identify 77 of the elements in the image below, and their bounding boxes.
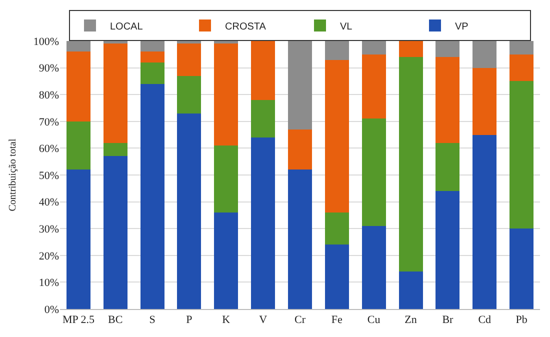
bar — [288, 129, 312, 170]
bar — [362, 226, 386, 309]
x-tick-label: S — [149, 314, 156, 326]
bar — [177, 41, 202, 44]
bar — [472, 68, 497, 135]
legend-label: CROSTA — [225, 21, 266, 32]
y-tick-label: 0% — [44, 304, 59, 316]
bar — [436, 142, 460, 192]
bar — [214, 212, 238, 309]
bar — [510, 228, 534, 309]
bar — [251, 41, 276, 100]
bar — [177, 76, 202, 114]
y-tick-label: 10% — [38, 277, 59, 290]
bar — [103, 41, 128, 44]
bar — [214, 146, 238, 213]
x-tick-label: MP 2.5 — [62, 314, 95, 326]
bar — [436, 191, 460, 309]
x-tick-label: Cu — [367, 314, 381, 326]
bar — [140, 84, 164, 309]
bar — [140, 41, 164, 52]
x-tick-label: Br — [442, 314, 454, 326]
bar — [66, 170, 90, 309]
bar — [288, 170, 312, 309]
x-tick-label: Fe — [331, 314, 343, 326]
bar — [362, 41, 386, 54]
bar — [398, 271, 423, 309]
bar — [251, 100, 276, 138]
bar — [177, 44, 202, 76]
y-tick-label: 100% — [33, 36, 59, 48]
x-tick-label: V — [259, 314, 268, 326]
bar — [140, 62, 164, 84]
bar — [103, 156, 128, 309]
bar — [398, 57, 423, 272]
bar — [103, 142, 128, 156]
bar — [362, 118, 386, 226]
legend-label: VP — [455, 21, 469, 32]
bar — [324, 244, 349, 309]
y-axis-title: Contribuição total — [7, 138, 18, 212]
x-tick-label: Pb — [516, 314, 528, 326]
bar — [324, 60, 349, 213]
bar — [436, 41, 460, 58]
bar — [472, 134, 497, 309]
bar — [398, 41, 423, 58]
y-tick-label: 30% — [38, 223, 59, 236]
x-tick-label: BC — [108, 314, 123, 326]
y-tick-label: 60% — [38, 143, 59, 156]
bar — [66, 121, 90, 170]
bar — [472, 41, 497, 68]
legend-label: LOCAL — [110, 21, 144, 32]
bar — [510, 54, 534, 82]
bar — [66, 52, 90, 122]
y-tick-label: 80% — [38, 89, 59, 102]
bar — [436, 57, 460, 143]
y-tick-label: 90% — [38, 62, 59, 75]
x-tick-label: Zn — [404, 314, 418, 326]
bar — [324, 212, 349, 245]
x-tick-label: P — [186, 314, 192, 326]
bar — [214, 41, 238, 44]
bar — [214, 44, 238, 146]
bar — [510, 41, 534, 54]
bar — [177, 113, 202, 309]
bar — [324, 41, 349, 60]
bar — [66, 41, 90, 52]
x-tick-label: K — [222, 314, 230, 326]
bar — [288, 41, 312, 130]
x-tick-label: Cr — [294, 314, 306, 326]
bar — [362, 54, 386, 119]
y-tick-label: 50% — [38, 170, 59, 182]
bar — [103, 44, 128, 143]
legend-label: VL — [340, 21, 353, 32]
y-tick-label: 40% — [38, 196, 59, 209]
bar — [140, 52, 164, 62]
bar — [510, 81, 534, 229]
y-tick-label: 20% — [38, 250, 59, 262]
x-tick-label: Cd — [478, 314, 492, 326]
bar — [251, 137, 276, 309]
y-tick-label: 70% — [38, 116, 59, 128]
